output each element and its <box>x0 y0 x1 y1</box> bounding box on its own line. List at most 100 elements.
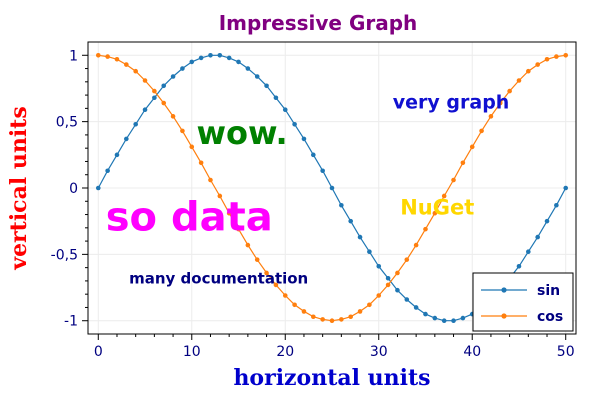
data-point-cos <box>357 309 363 314</box>
data-point-sin <box>535 234 540 240</box>
data-point-sin <box>198 55 204 61</box>
data-point-sin <box>133 121 138 127</box>
data-point-cos <box>535 62 540 67</box>
data-point-sin <box>245 66 251 71</box>
data-point-sin <box>236 59 241 65</box>
data-point-sin <box>273 95 279 101</box>
annotation-text: many documentation <box>129 270 308 288</box>
data-point-sin <box>208 52 213 58</box>
data-point-cos <box>432 210 438 216</box>
data-point-sin <box>226 55 232 61</box>
x-tick-label: 30 <box>370 344 388 360</box>
data-point-sin <box>423 311 428 317</box>
legend: sin cos <box>472 272 574 332</box>
data-point-sin <box>124 136 129 142</box>
data-point-cos <box>563 52 569 58</box>
data-point-cos <box>236 226 241 232</box>
data-point-sin <box>441 318 447 324</box>
x-tick-label: 0 <box>94 344 103 360</box>
data-point-cos <box>152 88 157 94</box>
data-point-sin <box>544 218 550 224</box>
data-point-sin <box>432 315 438 321</box>
data-point-sin <box>142 107 148 112</box>
data-point-sin <box>292 121 297 127</box>
data-point-sin <box>301 136 307 142</box>
data-point-cos <box>292 302 297 308</box>
data-point-sin <box>311 152 316 158</box>
data-point-cos <box>423 226 428 232</box>
data-point-cos <box>460 160 466 166</box>
data-point-cos <box>395 270 400 276</box>
data-point-cos <box>479 128 484 134</box>
data-point-cos <box>95 52 101 58</box>
data-point-cos <box>301 309 307 314</box>
x-tick-label: 20 <box>276 344 294 360</box>
x-tick-label: 10 <box>183 344 201 360</box>
y-tick-label: 1 <box>69 48 78 64</box>
y-tick-label: -0,5 <box>51 247 78 263</box>
data-point-cos <box>180 128 185 134</box>
data-point-cos <box>161 100 167 106</box>
data-point-cos <box>469 144 475 150</box>
data-point-sin <box>254 74 260 79</box>
legend-label-sin: sin <box>537 283 560 299</box>
data-point-cos <box>488 114 494 119</box>
data-point-cos <box>404 257 410 262</box>
chart-title: Impressive Graph <box>219 11 418 35</box>
data-point-sin <box>451 318 456 324</box>
data-point-sin <box>348 218 353 224</box>
data-point-sin <box>376 264 382 269</box>
data-point-cos <box>114 56 120 62</box>
y-axis-label: vertical units <box>6 106 32 270</box>
data-point-sin <box>95 185 101 191</box>
data-point-sin <box>105 168 110 174</box>
x-tick-label: 50 <box>557 344 575 360</box>
data-point-sin <box>395 287 400 293</box>
axis-ticks: 0 10 20 30 40 50 1 0,5 0 -0,5 -1 <box>51 48 575 360</box>
data-point-cos <box>273 282 279 288</box>
data-point-sin <box>357 234 363 240</box>
data-point-cos <box>189 144 195 150</box>
data-point-sin <box>170 74 176 79</box>
data-point-cos <box>254 257 260 262</box>
data-point-sin <box>563 185 569 191</box>
data-point-cos <box>217 193 223 199</box>
legend-box <box>472 272 574 332</box>
data-point-cos <box>441 193 447 199</box>
data-point-cos <box>385 282 391 288</box>
data-point-cos <box>245 242 251 248</box>
y-tick-label: 0 <box>69 181 78 197</box>
legend-marker-cos <box>501 313 507 319</box>
data-point-sin <box>460 315 466 321</box>
data-point-sin <box>516 264 522 269</box>
legend-marker-sin <box>501 287 507 293</box>
data-point-cos <box>348 314 353 320</box>
data-point-cos <box>451 177 456 183</box>
data-point-sin <box>526 249 531 255</box>
data-point-sin <box>413 305 419 310</box>
data-point-sin <box>404 297 410 302</box>
data-point-cos <box>329 318 335 324</box>
x-axis-label: horizontal units <box>233 365 430 391</box>
data-point-cos <box>554 54 559 59</box>
data-point-cos <box>208 177 213 183</box>
data-point-cos <box>544 56 550 62</box>
data-point-cos <box>105 54 110 59</box>
data-point-sin <box>180 66 185 71</box>
plot-series <box>95 52 569 324</box>
data-point-cos <box>124 62 129 67</box>
data-point-sin <box>320 168 325 174</box>
data-point-sin <box>189 59 195 65</box>
data-point-cos <box>413 242 419 248</box>
data-point-sin <box>554 202 559 208</box>
data-point-cos <box>507 88 512 94</box>
y-tick-label: -1 <box>64 314 78 330</box>
x-tick-label: 40 <box>463 344 481 360</box>
data-point-sin <box>217 52 223 58</box>
data-point-cos <box>497 100 503 106</box>
data-point-cos <box>133 68 138 74</box>
data-point-cos <box>320 317 325 322</box>
data-point-cos <box>226 210 232 216</box>
data-point-cos <box>311 314 316 320</box>
data-point-sin <box>161 83 167 89</box>
